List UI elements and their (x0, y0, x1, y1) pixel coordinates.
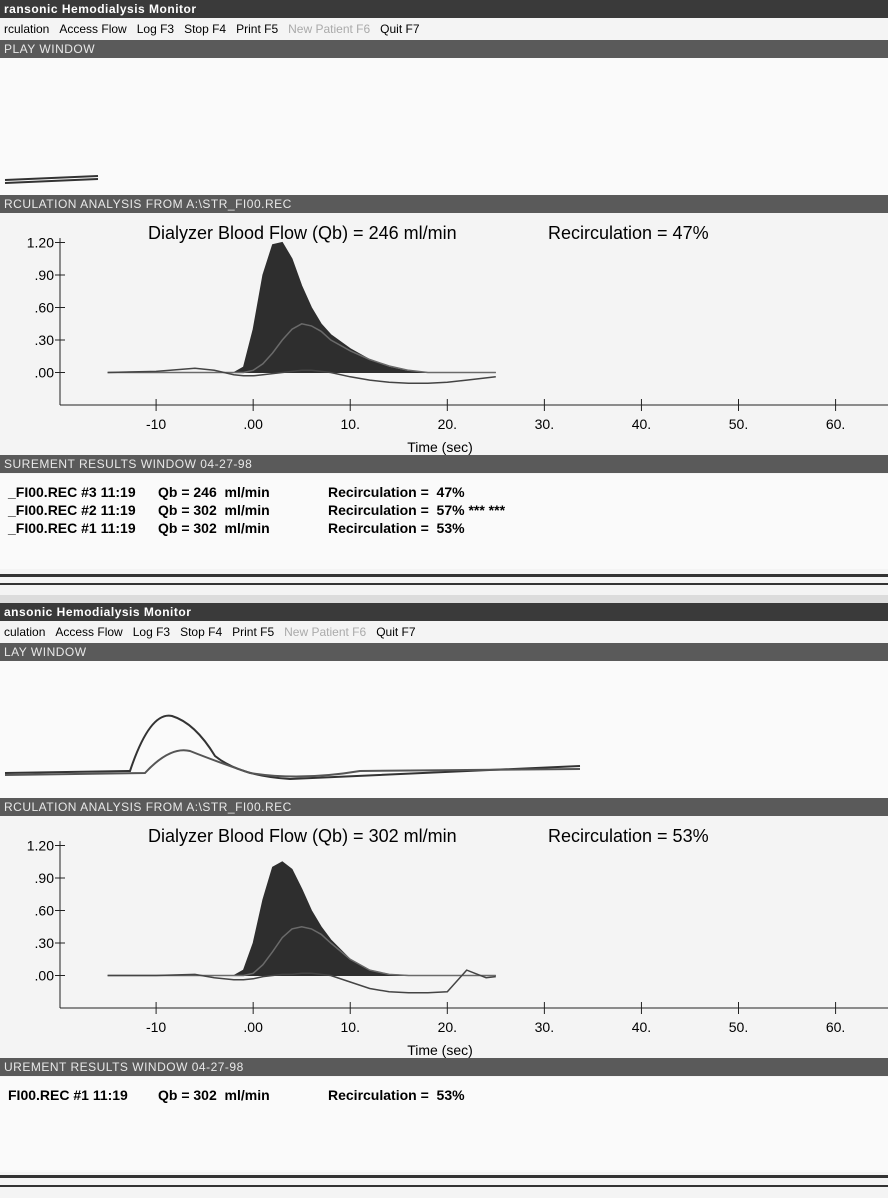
line (108, 368, 496, 383)
window-title: ransonic Hemodialysis Monitor (0, 0, 888, 18)
menu-item[interactable]: New Patient F6 (288, 20, 370, 38)
recirculation-label: Recirculation = 53% (548, 826, 709, 846)
menu-item[interactable]: culation (4, 623, 45, 641)
x-tick-label: 40. (632, 1019, 651, 1035)
result-cell: _FI00.REC #3 11:19 (8, 483, 136, 501)
recirculation-chart: Dialyzer Blood Flow (Qb) = 302 ml/min Rec… (0, 816, 888, 1058)
analysis-title: RCULATION ANALYSIS FROM A:\STR_FI00.REC (0, 195, 888, 213)
area (108, 862, 496, 976)
x-tick-label: 50. (729, 416, 748, 432)
x-tick-label: 40. (632, 416, 651, 432)
menu-item[interactable]: Quit F7 (380, 20, 419, 38)
y-tick-label: .60 (35, 300, 55, 316)
y-tick-label: .00 (35, 365, 55, 381)
result-cell: Qb = 302 ml/min (158, 1086, 270, 1104)
separator (0, 583, 888, 585)
display-title: PLAY WINDOW (0, 40, 888, 58)
x-tick-label: 50. (729, 1019, 748, 1035)
results-window: FI00.REC #1 11:19 Qb = 302 ml/min Recircul… (0, 1077, 888, 1172)
result-cell: _FI00.REC #1 11:19 (8, 519, 136, 537)
display-window (0, 58, 888, 195)
flow-label: Dialyzer Blood Flow (Qb) = 246 ml/min (148, 223, 457, 243)
x-tick-label: 30. (535, 416, 554, 432)
result-cell: Qb = 302 ml/min (158, 501, 270, 519)
result-cell: Qb = 246 ml/min (158, 483, 270, 501)
x-axis-label: Time (sec) (407, 1042, 473, 1058)
x-tick-label: 60. (826, 1019, 845, 1035)
line (108, 970, 496, 993)
x-tick-label: 20. (438, 1019, 457, 1035)
page: ransonic Hemodialysis Monitor rculation A… (0, 0, 888, 1198)
x-tick-label: 10. (341, 1019, 360, 1035)
x-tick-label: 20. (438, 416, 457, 432)
y-tick-label: .60 (35, 903, 55, 919)
analysis-title: RCULATION ANALYSIS FROM A:\STR_FI00.REC (0, 798, 888, 816)
menu-item[interactable]: Access Flow (55, 623, 122, 641)
display-title: LAY WINDOW (0, 643, 888, 661)
result-cell: Recirculation = 53% (328, 519, 465, 537)
menu-item[interactable]: Print F5 (236, 20, 278, 38)
x-tick-label: 60. (826, 416, 845, 432)
results-title: UREMENT RESULTS WINDOW 04-27-98 (0, 1058, 888, 1076)
x-tick-label: 10. (341, 416, 360, 432)
y-tick-label: .30 (35, 935, 55, 951)
x-tick-label: -10 (146, 416, 166, 432)
menu-bar: rculation Access Flow Log F3 Stop F4 Print F… (4, 20, 420, 38)
recirculation-chart: Dialyzer Blood Flow (Qb) = 246 ml/min Rec… (0, 213, 888, 455)
menu-item[interactable]: Stop F4 (180, 623, 222, 641)
results-window: _FI00.REC #3 11:19 Qb = 246 ml/min Recircu… (0, 474, 888, 569)
y-tick-label: 1.20 (27, 235, 54, 251)
x-tick-label: -10 (146, 1019, 166, 1035)
y-tick-label: .30 (35, 332, 55, 348)
display-trace (0, 661, 888, 798)
separator (0, 574, 888, 577)
menu-bar: culation Access Flow Log F3 Stop F4 Print F5… (4, 623, 416, 641)
menu-item[interactable]: New Patient F6 (284, 623, 366, 641)
result-cell: _FI00.REC #2 11:19 (8, 501, 136, 519)
window-title: ansonic Hemodialysis Monitor (0, 603, 888, 621)
menu-item[interactable]: rculation (4, 20, 49, 38)
y-tick-label: .90 (35, 267, 55, 283)
recirculation-label: Recirculation = 47% (548, 223, 709, 243)
result-cell: FI00.REC #1 11:19 (8, 1086, 128, 1104)
y-tick-label: .00 (35, 968, 55, 984)
flow-label: Dialyzer Blood Flow (Qb) = 302 ml/min (148, 826, 457, 846)
result-cell: Recirculation = 57% *** *** (328, 501, 505, 519)
separator (0, 1185, 888, 1187)
menu-item[interactable]: Quit F7 (376, 623, 415, 641)
result-cell: Qb = 302 ml/min (158, 519, 270, 537)
area (108, 243, 496, 373)
y-tick-label: .90 (35, 870, 55, 886)
result-cell: Recirculation = 47% (328, 483, 465, 501)
display-window (0, 661, 888, 798)
y-tick-label: 1.20 (27, 838, 54, 854)
x-axis-label: Time (sec) (407, 439, 473, 455)
x-tick-label: 30. (535, 1019, 554, 1035)
x-tick-label: .00 (243, 1019, 263, 1035)
menu-item[interactable]: Access Flow (59, 20, 126, 38)
results-title: SUREMENT RESULTS WINDOW 04-27-98 (0, 455, 888, 473)
monitor-window: ansonic Hemodialysis Monitor culation Acc… (0, 603, 888, 1198)
menu-item[interactable]: Log F3 (133, 623, 170, 641)
monitor-window: ransonic Hemodialysis Monitor rculation A… (0, 0, 888, 595)
separator (0, 1175, 888, 1178)
menu-item[interactable]: Stop F4 (184, 20, 226, 38)
menu-item[interactable]: Print F5 (232, 623, 274, 641)
menu-item[interactable]: Log F3 (137, 20, 174, 38)
result-cell: Recirculation = 53% (328, 1086, 465, 1104)
display-trace (0, 58, 888, 195)
x-tick-label: .00 (243, 416, 263, 432)
